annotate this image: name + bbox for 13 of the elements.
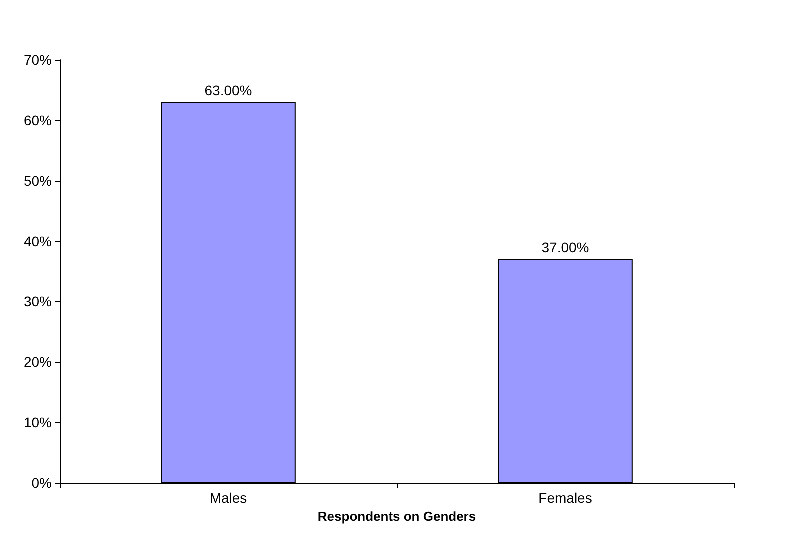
data-label: 63.00%	[204, 82, 252, 98]
y-tick-label: 70%	[24, 52, 52, 68]
y-tick-label: 10%	[24, 414, 52, 431]
y-tick-label: 0%	[32, 475, 52, 491]
y-tick-label: 60%	[24, 112, 52, 128]
data-label: 37.00%	[542, 239, 590, 256]
y-tick-label: 50%	[24, 172, 52, 189]
x-tick-label: Males	[210, 490, 248, 506]
x-tick-label: Females	[538, 490, 592, 506]
y-tick-label: 40%	[24, 233, 52, 250]
y-tick-label: 30%	[24, 294, 52, 310]
x-axis-title: Respondents on Genders	[318, 508, 476, 524]
y-tick-label: 20%	[24, 354, 52, 370]
